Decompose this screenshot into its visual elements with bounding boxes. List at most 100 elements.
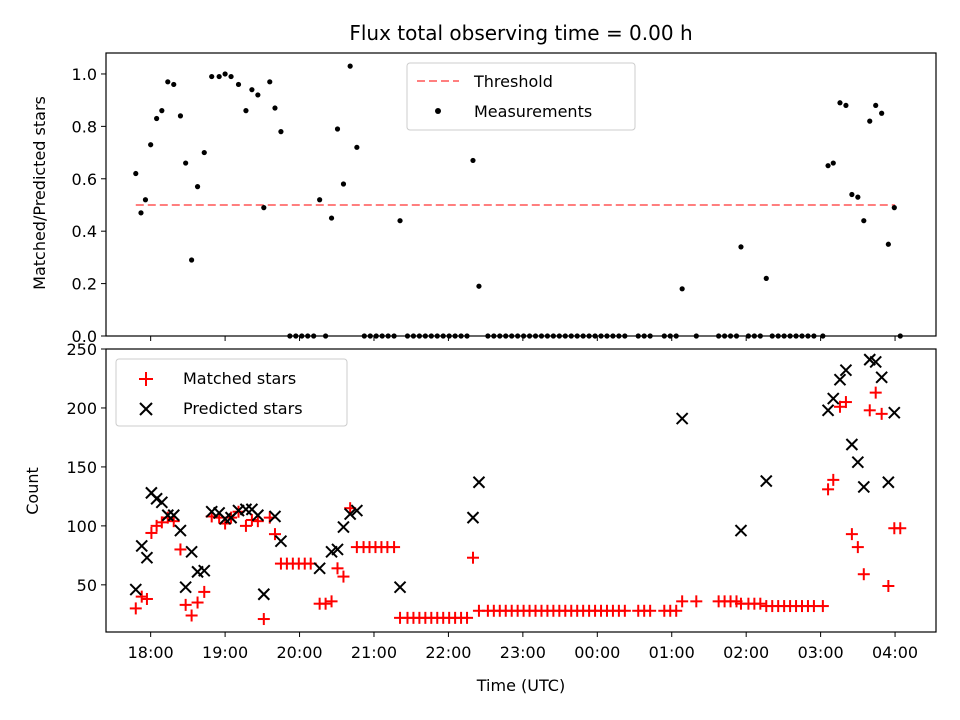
predicted-star-point	[140, 551, 154, 564]
measurement-point	[154, 115, 160, 122]
predicted-star-point	[875, 371, 888, 384]
measurement-point	[255, 92, 261, 98]
matched-star-point	[135, 590, 148, 603]
x-tick-label: 03:00	[798, 643, 844, 662]
predicted-x-b	[882, 476, 895, 489]
top-legend-box	[406, 62, 636, 131]
predicted-x-b	[313, 562, 326, 575]
measurement-point	[194, 184, 201, 190]
measurement-point	[133, 170, 139, 177]
measurement-point	[183, 160, 189, 166]
top-y-tick-label: 0.6	[72, 170, 97, 189]
matched-star-point	[822, 483, 835, 496]
x-tick-label: 20:00	[276, 643, 322, 662]
measurement-point	[222, 71, 228, 77]
measurement-point	[867, 118, 873, 124]
chart-title: Flux total observing time = 0.00 h	[349, 21, 692, 45]
predicted-x-b	[251, 509, 265, 522]
measurement-point	[159, 108, 165, 114]
predicted-x-b	[212, 506, 226, 520]
measurement-point	[235, 81, 242, 88]
matched-star-point	[466, 551, 479, 564]
predicted-star-point	[851, 455, 865, 469]
predicted-x-b	[150, 492, 163, 505]
bottom-panel: Count Time (UTC) 50 100 150 200 250 18:00 19:…	[23, 340, 937, 695]
predicted-x-b	[337, 520, 350, 534]
predicted-star-point	[150, 492, 163, 505]
matched-star-point	[839, 396, 852, 409]
predicted-star-point	[257, 588, 271, 601]
predicted-x-b	[155, 496, 169, 509]
measurement-point	[142, 197, 149, 203]
x-tick-label: 22:00	[425, 643, 471, 662]
measurement-point	[317, 197, 323, 203]
bottom-y-tick-label: 50	[77, 576, 97, 595]
predicted-x-b	[875, 371, 888, 384]
predicted-x-b	[140, 551, 154, 564]
predicted-x-b	[863, 353, 876, 366]
predicted-star-point	[760, 474, 773, 488]
predicted-star-point	[251, 509, 265, 522]
x-tick-label: 01:00	[649, 643, 695, 662]
bottom-y-ticks: 50 100 150 200 250	[66, 340, 106, 595]
predicted-x-b	[245, 503, 259, 516]
predicted-star-point	[821, 404, 835, 417]
measurement-point	[201, 149, 207, 156]
predicted-x-b	[185, 545, 198, 559]
measurement-point	[171, 81, 177, 88]
predicted-x-b	[760, 474, 773, 488]
predicted-stars-points	[129, 353, 901, 601]
measurement-point	[278, 129, 284, 135]
matched-star-point	[618, 604, 631, 617]
predicted-x-b	[827, 392, 840, 405]
legend-predicted-swatch	[139, 402, 153, 416]
predicted-star-point	[313, 562, 326, 575]
matched-star-point	[239, 519, 252, 532]
predicted-x-b	[343, 507, 357, 521]
measurement-point	[189, 257, 195, 263]
matched-star-point	[816, 600, 829, 613]
measurement-point	[861, 218, 867, 224]
matched-star-point	[676, 595, 689, 608]
measurement-point	[354, 144, 360, 150]
predicted-star-point	[174, 524, 187, 537]
top-y-tick-label: 0.2	[72, 275, 97, 294]
predicted-star-point	[827, 392, 840, 405]
predicted-x-b	[839, 364, 853, 377]
predicted-star-point	[343, 507, 357, 521]
predicted-star-point	[179, 580, 192, 594]
predicted-x-b	[833, 373, 847, 386]
predicted-x-b	[129, 583, 142, 596]
matched-star-point	[179, 598, 192, 611]
predicted-x-b	[179, 580, 192, 594]
measurement-point	[334, 126, 341, 132]
measurement-point	[879, 110, 885, 116]
matched-star-point	[331, 562, 344, 575]
x-tick-label: 23:00	[500, 643, 546, 662]
predicted-x-b	[145, 486, 158, 500]
measurement-point	[837, 100, 843, 106]
measurement-point	[328, 215, 335, 221]
measurement-point	[267, 79, 273, 85]
bottom-plot-frame	[105, 348, 937, 633]
bottom-y-tick-label: 100	[66, 517, 97, 536]
bottom-y-tick-label: 250	[66, 340, 97, 359]
matched-star-point	[644, 604, 657, 617]
bottom-y-tick-label: 200	[66, 399, 97, 418]
predicted-x-b	[821, 404, 835, 417]
predicted-x-b	[845, 438, 859, 451]
matched-star-point	[185, 609, 198, 622]
bottom-y-tick-label: 150	[66, 458, 97, 477]
predicted-x-b	[888, 406, 901, 419]
matched-star-point	[145, 526, 158, 539]
predicted-star-point	[888, 406, 901, 419]
predicted-star-point	[869, 355, 882, 369]
legend-threshold-label: Threshold	[473, 72, 553, 91]
matched-star-point	[167, 515, 180, 528]
measurement-point	[738, 244, 744, 250]
top-legend: Threshold Measurements	[406, 62, 636, 131]
matched-star-point	[268, 528, 281, 541]
predicted-star-point	[331, 543, 344, 556]
matched-star-point	[894, 522, 907, 535]
measurement-point	[340, 181, 347, 187]
